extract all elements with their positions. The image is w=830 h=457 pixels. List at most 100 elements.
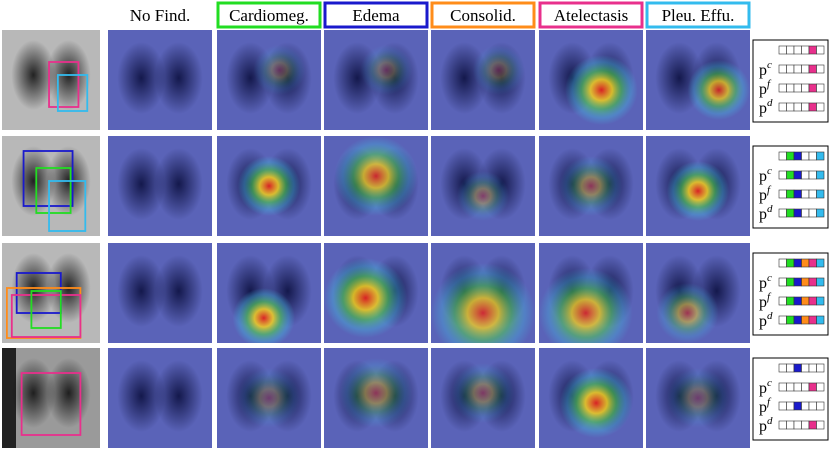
indicator-cell: [816, 363, 825, 373]
indicator-cell: [778, 64, 787, 74]
indicator-cell: [778, 45, 787, 55]
indicator-cell: [816, 401, 825, 411]
bounding-box: [10, 294, 82, 338]
column-header: Pleu. Effu.: [662, 6, 735, 25]
prob-sup: d: [767, 97, 773, 109]
indicator-cell: [801, 83, 810, 93]
heat-blob: [666, 161, 730, 221]
heat-blob: [687, 60, 750, 120]
indicator-cell: [793, 83, 802, 93]
indicator-cell: [786, 45, 795, 55]
heatmap-image: [431, 30, 535, 130]
indicator-cell: [778, 151, 787, 161]
heat-blob: [253, 45, 306, 95]
indicator-cell: [793, 258, 802, 268]
heat-blob: [559, 156, 623, 216]
header-box: [538, 1, 644, 29]
indicator-cell: [786, 170, 795, 180]
prob-label: pc: [759, 272, 772, 292]
indicator-cell: [778, 102, 787, 112]
prob-base: p: [759, 206, 767, 223]
indicator-cell: [793, 151, 802, 161]
indicator-cell: [786, 258, 795, 268]
prob-sup: c: [767, 59, 772, 71]
indicator-cell: [808, 102, 817, 112]
prob-sup: d: [767, 415, 773, 427]
heat-blob: [472, 45, 525, 95]
column-header: Atelectasis: [554, 6, 629, 25]
lung-shadow: [117, 42, 166, 114]
prob-base: p: [759, 81, 767, 98]
indicator-cell: [778, 363, 787, 373]
lung-shadow: [117, 255, 166, 327]
indicator-cell: [786, 420, 795, 430]
prob-sup: c: [767, 272, 772, 284]
indicator-cell: [793, 64, 802, 74]
indicator-cell: [808, 363, 817, 373]
heat-blob: [656, 283, 719, 343]
prob-sup: f: [767, 291, 772, 303]
indicator-cell: [786, 102, 795, 112]
prob-base: p: [759, 418, 767, 435]
indicator-cell: [808, 296, 817, 306]
indicator-cell: [816, 64, 825, 74]
indicator-cell: [778, 170, 787, 180]
indicator-cell: [778, 277, 787, 287]
heatmap-image: [431, 136, 535, 236]
indicator-cell: [816, 382, 825, 392]
bounding-box: [48, 180, 87, 232]
indicator-cell: [801, 45, 810, 55]
heatmap-image: [108, 348, 212, 448]
indicator-cell: [786, 208, 795, 218]
indicator-cell: [801, 102, 810, 112]
heatmap-image: [217, 348, 321, 448]
heatmap-image: [646, 30, 750, 130]
indicator-cell: [778, 208, 787, 218]
heat-blob: [232, 288, 295, 343]
heatmap-image: [539, 348, 643, 448]
header-box: [323, 1, 429, 29]
indicator-cell: [793, 208, 802, 218]
indicator-cell: [816, 208, 825, 218]
indicator-cell: [786, 277, 795, 287]
indicator-cell: [808, 277, 817, 287]
prob-label: pc: [759, 377, 772, 397]
indicator-cell: [808, 401, 817, 411]
prob-base: p: [759, 275, 767, 292]
indicator-cell: [778, 401, 787, 411]
header-box: [216, 1, 322, 29]
xray-lung: [46, 358, 91, 428]
indicator-cell: [786, 363, 795, 373]
heatmap-image: [646, 136, 750, 236]
xray-lung: [11, 146, 56, 216]
heat-blob: [539, 268, 633, 343]
indicator-cell: [816, 102, 825, 112]
indicator-cell: [808, 83, 817, 93]
indicator-cell: [801, 315, 810, 325]
indicator-cell: [786, 382, 795, 392]
indicator-cell: [801, 363, 810, 373]
indicator-cell: [816, 296, 825, 306]
bounding-box: [30, 290, 62, 329]
indicator-cell: [816, 45, 825, 55]
indicator-cell: [778, 382, 787, 392]
heatmap-image: [539, 30, 643, 130]
lung-shadow: [154, 148, 203, 220]
heat-blob: [237, 368, 301, 428]
indicator-cell: [808, 315, 817, 325]
prob-base: p: [759, 168, 767, 185]
prob-base: p: [759, 399, 767, 416]
heat-blob: [666, 368, 730, 428]
indicator-cell: [786, 151, 795, 161]
column-header: Cardiomeg.: [229, 6, 309, 25]
indicator-cell: [801, 258, 810, 268]
column-header: No Find.: [130, 6, 190, 25]
heatmap-image: [108, 30, 212, 130]
prob-label: pc: [759, 59, 772, 79]
indicator-cell: [801, 151, 810, 161]
prob-base: p: [759, 380, 767, 397]
indicator-cell: [808, 258, 817, 268]
indicator-cell: [801, 208, 810, 218]
prob-label: pf: [759, 184, 772, 204]
